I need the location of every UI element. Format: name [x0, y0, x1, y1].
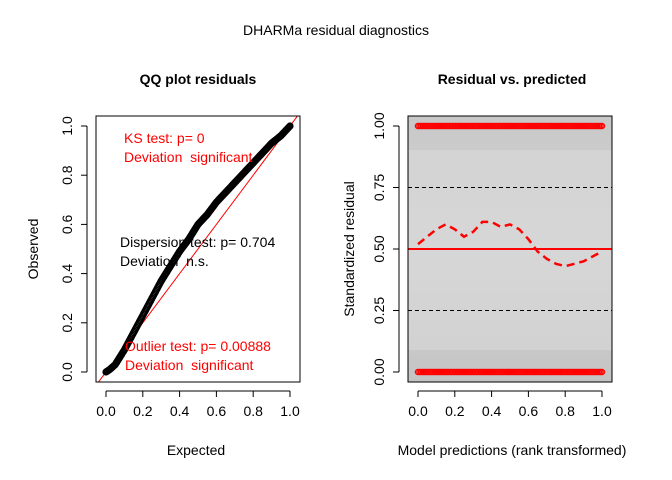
- qq-point: [284, 124, 292, 132]
- qq-x-tick-label: 0.6: [207, 403, 227, 419]
- qq-x-tick-label: 0.8: [243, 403, 263, 419]
- residual-quantile-curve: [417, 220, 603, 268]
- qq-point: [285, 123, 293, 131]
- qq-title: QQ plot residuals: [140, 71, 257, 87]
- qq-y-tick-label: 0.6: [59, 214, 75, 234]
- qq-x-tick-label: 0.4: [170, 403, 190, 419]
- qq-y-tick-label: 0.2: [59, 313, 75, 333]
- qq-reference-line: [98, 116, 298, 382]
- residual-y-tick-label: 1.00: [371, 112, 387, 139]
- outlier-test-label: Outlier test: p= 0.00888: [125, 338, 271, 354]
- residual-x-tick-label: 1.0: [592, 403, 612, 419]
- residual-x-tick-label: 0.6: [519, 403, 539, 419]
- residual-point-top: [598, 122, 606, 130]
- qq-x-tick-label: 0.2: [133, 403, 153, 419]
- residual-dashed-lines: [408, 187, 612, 311]
- residual-x-tick-label: 0.4: [482, 403, 502, 419]
- dispersion-test-result: Deviation n.s.: [120, 253, 209, 269]
- residual-panel: Residual vs. predicted 0.0 0.2 0.4 0.6 0.8 1.…: [341, 71, 626, 458]
- residual-x-tick-label: 0.0: [408, 403, 428, 419]
- qq-point: [284, 123, 293, 132]
- qq-x-axis: 0.0 0.2 0.4 0.6 0.8 1.0: [96, 390, 300, 419]
- residual-y-tick-label: 0.25: [371, 297, 387, 324]
- residual-y-tick-label: 0.00: [371, 358, 387, 385]
- qq-y-tick-label: 0.8: [59, 165, 75, 185]
- residual-x-tick-label: 0.8: [555, 403, 575, 419]
- qq-y-tick-label: 0.0: [59, 362, 75, 382]
- qq-y-tick-label: 0.4: [59, 264, 75, 284]
- residual-x-axis: 0.0 0.2 0.4 0.6 0.8 1.0: [408, 390, 612, 419]
- residual-title: Residual vs. predicted: [438, 71, 587, 87]
- qq-point: [286, 122, 294, 130]
- qq-y-tick-label: 1.0: [59, 116, 75, 136]
- residual-y-tick-label: 0.75: [371, 174, 387, 201]
- qq-xlabel: Expected: [167, 442, 225, 458]
- residual-y-axis: 0.00 0.25 0.50 0.75 1.00: [371, 112, 400, 386]
- qq-x-tick-label: 0.0: [96, 403, 116, 419]
- qq-panel: QQ plot residuals 0.0 0.2 0.4 0.6 0.8 1.0 0.0…: [25, 71, 301, 458]
- ks-test-label: KS test: p= 0: [124, 130, 205, 146]
- outlier-test-result: Deviation significant: [125, 357, 254, 373]
- dispersion-test-label: Dispersion test: p= 0.704: [120, 234, 275, 250]
- residual-plot-frame: [407, 115, 613, 383]
- qq-y-axis: 0.0 0.2 0.4 0.6 0.8 1.0: [59, 116, 88, 382]
- residual-points: [414, 122, 606, 376]
- residual-ylabel: Standardized residual: [341, 181, 357, 316]
- residual-point-bottom: [598, 368, 606, 376]
- figure-title: DHARMa residual diagnostics: [243, 22, 429, 38]
- ks-test-result: Deviation significant: [124, 149, 253, 165]
- qq-x-tick-label: 1.0: [280, 403, 300, 419]
- qq-ylabel: Observed: [25, 219, 41, 280]
- residual-y-tick-label: 0.50: [371, 235, 387, 262]
- residual-x-tick-label: 0.2: [445, 403, 465, 419]
- residual-xlabel: Model predictions (rank transformed): [398, 442, 627, 458]
- qq-points: [102, 122, 294, 376]
- qq-plot-frame: [95, 115, 301, 383]
